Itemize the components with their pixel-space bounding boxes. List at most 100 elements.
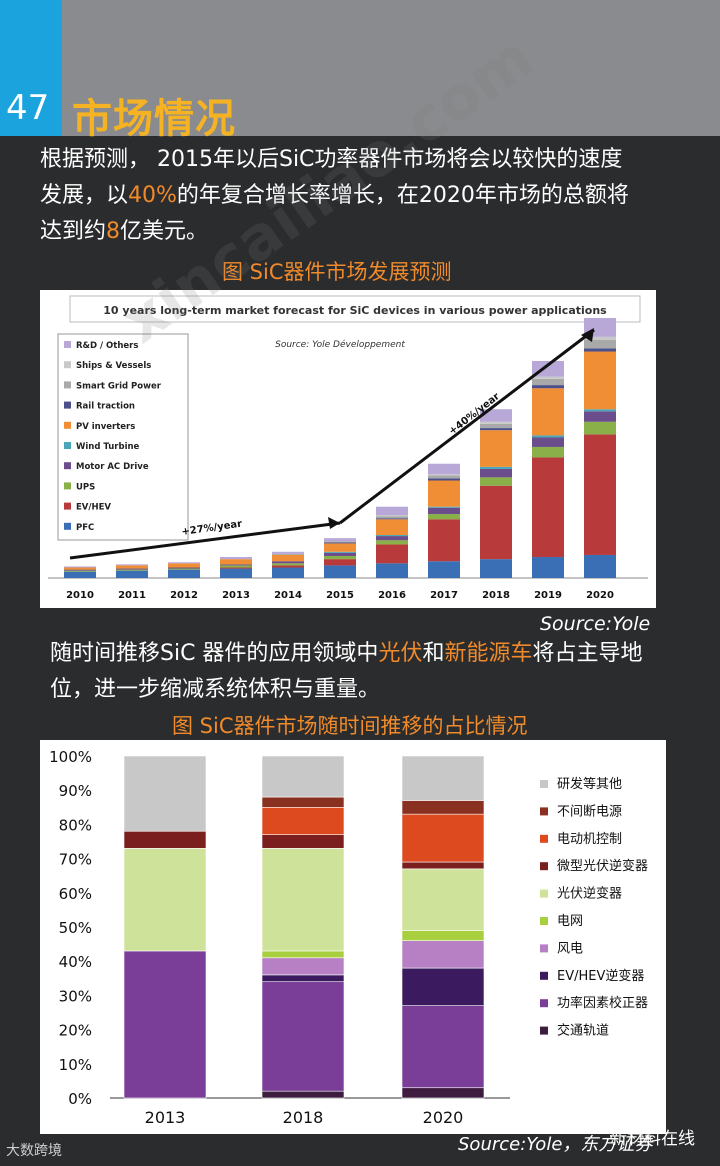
chart1-bar-segment bbox=[324, 551, 356, 553]
chart1-legend-label: PV inverters bbox=[76, 422, 135, 432]
chart1-bar-segment bbox=[324, 565, 356, 578]
chart1-legend-swatch bbox=[64, 361, 71, 369]
chart1-bar-segment bbox=[376, 536, 408, 541]
chart2-bar-segment bbox=[401, 800, 485, 815]
chart1-x-tick: 2016 bbox=[378, 590, 406, 601]
page-title: 市场情况 bbox=[72, 96, 236, 142]
chart1-bar-segment bbox=[220, 568, 252, 578]
chart1-bar-segment bbox=[116, 569, 148, 571]
chart2-x-tick: 2013 bbox=[145, 1108, 186, 1127]
chart1-bar-segment bbox=[532, 378, 564, 386]
chart1-bar-segment bbox=[116, 570, 148, 578]
intro-line-2: 发展，以40%的年复合增长率增长，在2020年市场的总额将 bbox=[40, 178, 700, 214]
chart1-bar-segment bbox=[532, 557, 564, 578]
chart1-bar-segment bbox=[532, 435, 564, 438]
chart2-legend-label: 电网 bbox=[557, 914, 583, 929]
chart1-bar-segment bbox=[480, 559, 512, 578]
chart2-legend-swatch bbox=[540, 999, 548, 1008]
footer-brand: 大数跨境 bbox=[6, 1143, 62, 1159]
chart2-legend-label: 光伏逆变器 bbox=[557, 886, 622, 902]
chart2-y-tick: 80% bbox=[59, 816, 92, 834]
chart2-legend-swatch bbox=[540, 917, 548, 925]
chart1-bar-segment bbox=[376, 563, 408, 578]
chart1-bar-segment bbox=[272, 565, 304, 568]
chart2-caption: 图 SiC器件市场随时间推移的占比情况 bbox=[172, 714, 528, 738]
chart1-bar-segment bbox=[428, 480, 460, 507]
chart2-legend-label: 交通轨道 bbox=[557, 1023, 609, 1039]
chart1-bar-segment bbox=[428, 506, 460, 508]
chart1-legend-label: Wind Turbine bbox=[76, 442, 140, 452]
intro-paragraph: 根据预测， 2015年以后SiC功率器件市场将会以较快的速度 发展，以40%的年… bbox=[40, 142, 700, 250]
chart1-bar-segment bbox=[376, 506, 408, 516]
chart1-bar-segment bbox=[116, 565, 148, 569]
chart2-legend-swatch bbox=[540, 807, 548, 816]
chart1-bar-segment bbox=[584, 340, 616, 349]
chart1-bar-segment bbox=[64, 570, 96, 572]
chart1-bar-segment bbox=[480, 485, 512, 560]
text: 的年复合增长率增长，在2020年市场的总额将 bbox=[176, 183, 629, 208]
chart1-bar-segment bbox=[480, 430, 512, 467]
chart1-bar-segment bbox=[64, 567, 96, 570]
chart2-source: Source:Yole，东方证券 bbox=[458, 1134, 653, 1155]
chart1-bar-segment bbox=[220, 557, 252, 560]
chart1-bar-segment bbox=[324, 542, 356, 544]
highlight-rate: 40% bbox=[128, 183, 177, 208]
chart1-x-tick: 2018 bbox=[482, 590, 510, 601]
chart1-legend-label: Rail traction bbox=[76, 402, 135, 412]
chart2-bar-segment bbox=[401, 813, 485, 863]
chart1-bar-segment bbox=[532, 388, 564, 436]
chart1-legend-label: Motor AC Drive bbox=[76, 462, 149, 472]
chart2-bar-segment bbox=[261, 950, 345, 959]
chart1-bar-segment bbox=[480, 423, 512, 429]
chart2-y-tick: 60% bbox=[59, 885, 92, 903]
chart1-bar-segment bbox=[324, 552, 356, 556]
chart1-bar-segment bbox=[376, 544, 408, 564]
app-line-1: 随时间推移SiC 器件的应用领域中光伏和新能源车将占主导地 bbox=[50, 636, 710, 672]
text: 达到约 bbox=[40, 219, 107, 244]
chart2-legend-swatch bbox=[540, 944, 548, 953]
chart1-bar-segment bbox=[428, 519, 460, 562]
chart1-x-tick: 2011 bbox=[118, 590, 146, 601]
text: 将占主导地 bbox=[532, 641, 643, 666]
page-number: 47 bbox=[6, 88, 50, 128]
chart1-bar-segment bbox=[428, 478, 460, 481]
chart2-svg: 0% 10% 20% 30% 40% 50% 60% 70% 80% 90% 100% 2013 201… bbox=[49, 748, 648, 1127]
chart1-bar-segment bbox=[220, 565, 252, 568]
chart1-bar-segment bbox=[324, 543, 356, 552]
chart1-legend-swatch bbox=[64, 522, 71, 530]
chart1-bar-segment bbox=[532, 457, 564, 558]
chart1-bar-segment bbox=[532, 437, 564, 447]
chart2-legend-label: 功率因素校正器 bbox=[557, 995, 648, 1011]
chart1-bar-segment bbox=[584, 421, 616, 435]
chart2-bar-segment bbox=[401, 940, 485, 969]
chart2-bar-segment bbox=[261, 807, 345, 835]
chart1-bar-segment bbox=[272, 551, 304, 554]
chart1-legend-swatch bbox=[64, 442, 71, 449]
chart1-x-tick: 2014 bbox=[274, 590, 302, 601]
chart2-y-tick: 70% bbox=[59, 851, 92, 869]
chart1-legend-swatch bbox=[64, 341, 71, 348]
footer-account: 新材料在线 bbox=[610, 1129, 695, 1149]
chart2-bar-segment bbox=[261, 755, 345, 798]
chart2-y-tick: 40% bbox=[59, 953, 92, 971]
text: 发展，以 bbox=[40, 183, 129, 208]
chart1-bar-segment bbox=[116, 564, 148, 566]
chart1-x-tick: 2012 bbox=[170, 590, 198, 601]
chart1-annotation: +27%/year bbox=[181, 519, 243, 538]
chart1-arrowhead-1 bbox=[328, 517, 340, 529]
text: 和 bbox=[422, 641, 445, 666]
chart1-legend-swatch bbox=[64, 482, 71, 490]
chart1-x-tick: 2015 bbox=[326, 590, 354, 601]
chart1-title: 10 years long-term market forecast for S… bbox=[103, 304, 607, 317]
chart2-bar-segment bbox=[401, 967, 485, 1006]
chart2-bar-segment bbox=[261, 796, 345, 808]
chart1-bar-segment bbox=[168, 567, 200, 569]
chart1-x-tick: 2019 bbox=[534, 590, 562, 601]
chart2-bar-segment bbox=[401, 1087, 485, 1099]
chart1-bar-segment bbox=[272, 554, 304, 562]
chart2-bar-segment bbox=[123, 848, 207, 952]
chart2-bar-segment bbox=[123, 755, 207, 832]
chart1-bar-segment bbox=[584, 409, 616, 412]
chart2-bar-segment bbox=[401, 1005, 485, 1089]
chart1-bar-segment bbox=[376, 540, 408, 545]
